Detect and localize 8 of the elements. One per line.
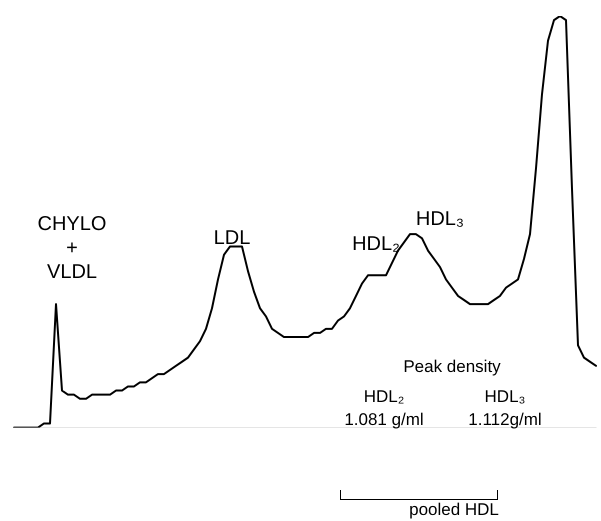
annotation: LDL <box>214 227 250 249</box>
annotation: HDL₂ 1.081 g/ml <box>344 387 424 429</box>
annotation: HDL₂ <box>352 233 400 255</box>
annotation: CHYLO + VLDL <box>38 213 106 283</box>
annotation: HDL₃ 1.112g/ml <box>468 387 542 429</box>
annotation: HDL₃ <box>416 208 464 230</box>
text: pooled HDL <box>409 500 499 519</box>
annotation: Peak density <box>403 357 502 376</box>
